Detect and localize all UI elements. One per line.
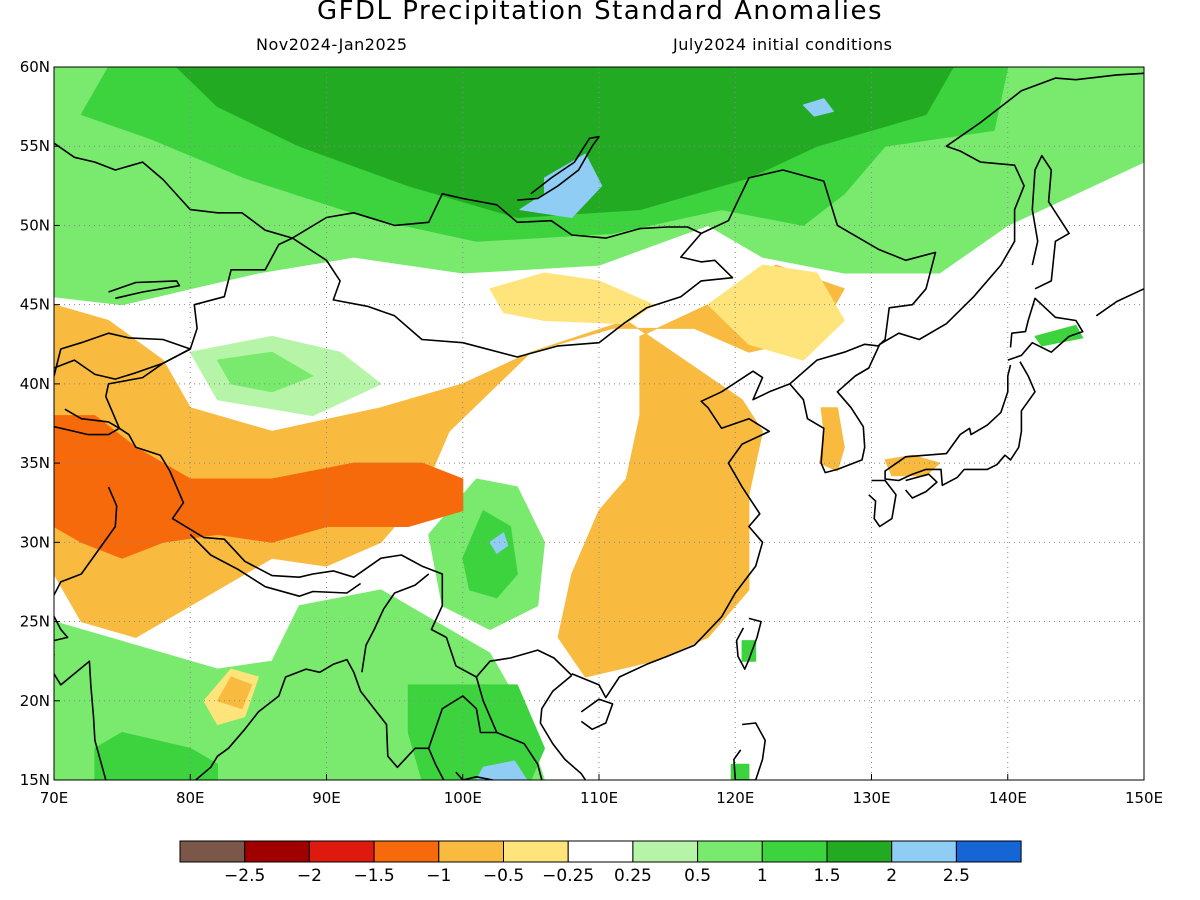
colorbar-swatch <box>373 840 440 863</box>
tianshan-green <box>217 351 314 393</box>
korea-border <box>789 343 879 385</box>
china-west-border <box>105 237 573 678</box>
lon-label: 150E <box>1125 789 1163 807</box>
lon-label: 120E <box>716 789 754 807</box>
lon-label: 130E <box>852 789 890 807</box>
coastline-layer <box>54 72 1144 780</box>
colorbar-label: 2.5 <box>943 866 970 886</box>
colorbar-swatch <box>632 840 699 863</box>
shikoku <box>904 473 938 499</box>
lon-label: 140E <box>989 789 1027 807</box>
bay-of-bengal <box>195 658 445 780</box>
manchuria-yellow <box>707 264 845 361</box>
map-plot-area <box>54 67 1144 780</box>
graticule <box>54 67 1144 780</box>
lon-label: 80E <box>176 789 205 807</box>
colorbar-label: −2 <box>297 866 322 886</box>
tarim-orange <box>54 264 845 678</box>
lon-label: 110E <box>580 789 618 807</box>
colorbar-swatch <box>308 840 375 863</box>
colorbar-swatch <box>826 840 893 863</box>
pakistan-india-border <box>54 486 118 642</box>
myanmar-borders <box>361 573 430 673</box>
baikal <box>517 135 600 201</box>
indochina-light-blue <box>475 760 528 780</box>
mongolia-yellow <box>489 272 654 325</box>
taiwan <box>735 617 762 670</box>
yakutia-light-blue <box>802 98 834 117</box>
colorbar-label: 1 <box>757 866 768 886</box>
kamchatka <box>1095 288 1144 317</box>
kazakh-russia-border <box>54 142 293 239</box>
map-title: GFDL Precipitation Standard Anomalies <box>316 0 884 26</box>
sichuan-blue <box>489 532 509 554</box>
india-west-coast <box>54 653 107 780</box>
lat-label: 20N <box>20 692 50 710</box>
colorbar-label: −1.5 <box>353 866 394 886</box>
initial-conditions: July2024 initial conditions <box>673 35 893 54</box>
honshu <box>884 361 1036 487</box>
laos-border <box>475 676 543 780</box>
colorbar-swatch <box>179 840 246 863</box>
east-asia-coast <box>571 72 1144 699</box>
colorbar-swatch <box>697 840 763 863</box>
colorbar-label: −2.5 <box>224 866 265 886</box>
lat-label: 15N <box>20 771 50 789</box>
lon-label: 90E <box>312 789 341 807</box>
hainan <box>580 698 614 731</box>
luzon <box>733 722 767 780</box>
hokkaido <box>1007 297 1084 361</box>
colorbar-swatch <box>567 840 634 863</box>
afghan-border <box>54 408 121 436</box>
colorbar: −2.5 −2 −1.5 −1 −0.5 −0.25 0.25 0.5 1 1.5 2 2.5 <box>179 840 1022 886</box>
colorbar-label: 0.5 <box>684 866 711 886</box>
central-asia-borders <box>54 332 192 380</box>
colorbar-label: −0.5 <box>483 866 524 886</box>
indochina-coast <box>539 674 587 780</box>
lat-label: 30N <box>20 533 50 551</box>
colorbar-swatch <box>438 840 504 863</box>
lat-label: 60N <box>20 58 50 76</box>
colorbar-label: 0.25 <box>614 866 652 886</box>
mongolia-russia-border <box>291 193 702 239</box>
india-nepal-border <box>189 533 362 598</box>
lat-label: 40N <box>20 375 50 393</box>
colorbar-label: −1 <box>426 866 451 886</box>
colorbar-swatch <box>244 840 310 863</box>
lat-label: 45N <box>20 296 50 314</box>
lat-label: 50N <box>20 216 50 234</box>
lat-label: 25N <box>20 613 50 631</box>
colorbar-swatch <box>955 840 1022 863</box>
anomaly-fill-layer <box>54 67 1144 780</box>
colorbar-swatch <box>503 840 569 863</box>
hokkaido-green <box>1034 324 1084 347</box>
colorbar-label: 1.5 <box>813 866 840 886</box>
lat-label: 35N <box>20 454 50 472</box>
taiwan-green <box>741 640 757 662</box>
balkhash <box>108 280 181 300</box>
baikal-dark-green <box>176 67 954 218</box>
lat-label: 55N <box>20 137 50 155</box>
forecast-period: Nov2024-Jan2025 <box>256 35 408 54</box>
colorbar-label: 2 <box>886 866 897 886</box>
thailand-border <box>427 695 497 749</box>
india-orange-spot <box>217 676 253 710</box>
sakhalin <box>1031 154 1070 290</box>
india-mid-green <box>94 732 218 780</box>
himalaya-dark-orange <box>54 415 464 559</box>
china-mongolia-border <box>291 169 937 358</box>
lon-label: 100E <box>444 789 482 807</box>
lon-label: 70E <box>40 789 69 807</box>
kyushu <box>868 479 897 528</box>
gulf-of-thailand <box>455 771 493 780</box>
colorbar-swatch <box>891 840 957 863</box>
colorbar-swatch <box>761 840 828 863</box>
colorbar-label: −0.25 <box>542 866 594 886</box>
axis-labels: 70E 80E 90E 100E 110E 120E 130E 140E 150E 15N 20N 2… <box>20 58 1163 807</box>
